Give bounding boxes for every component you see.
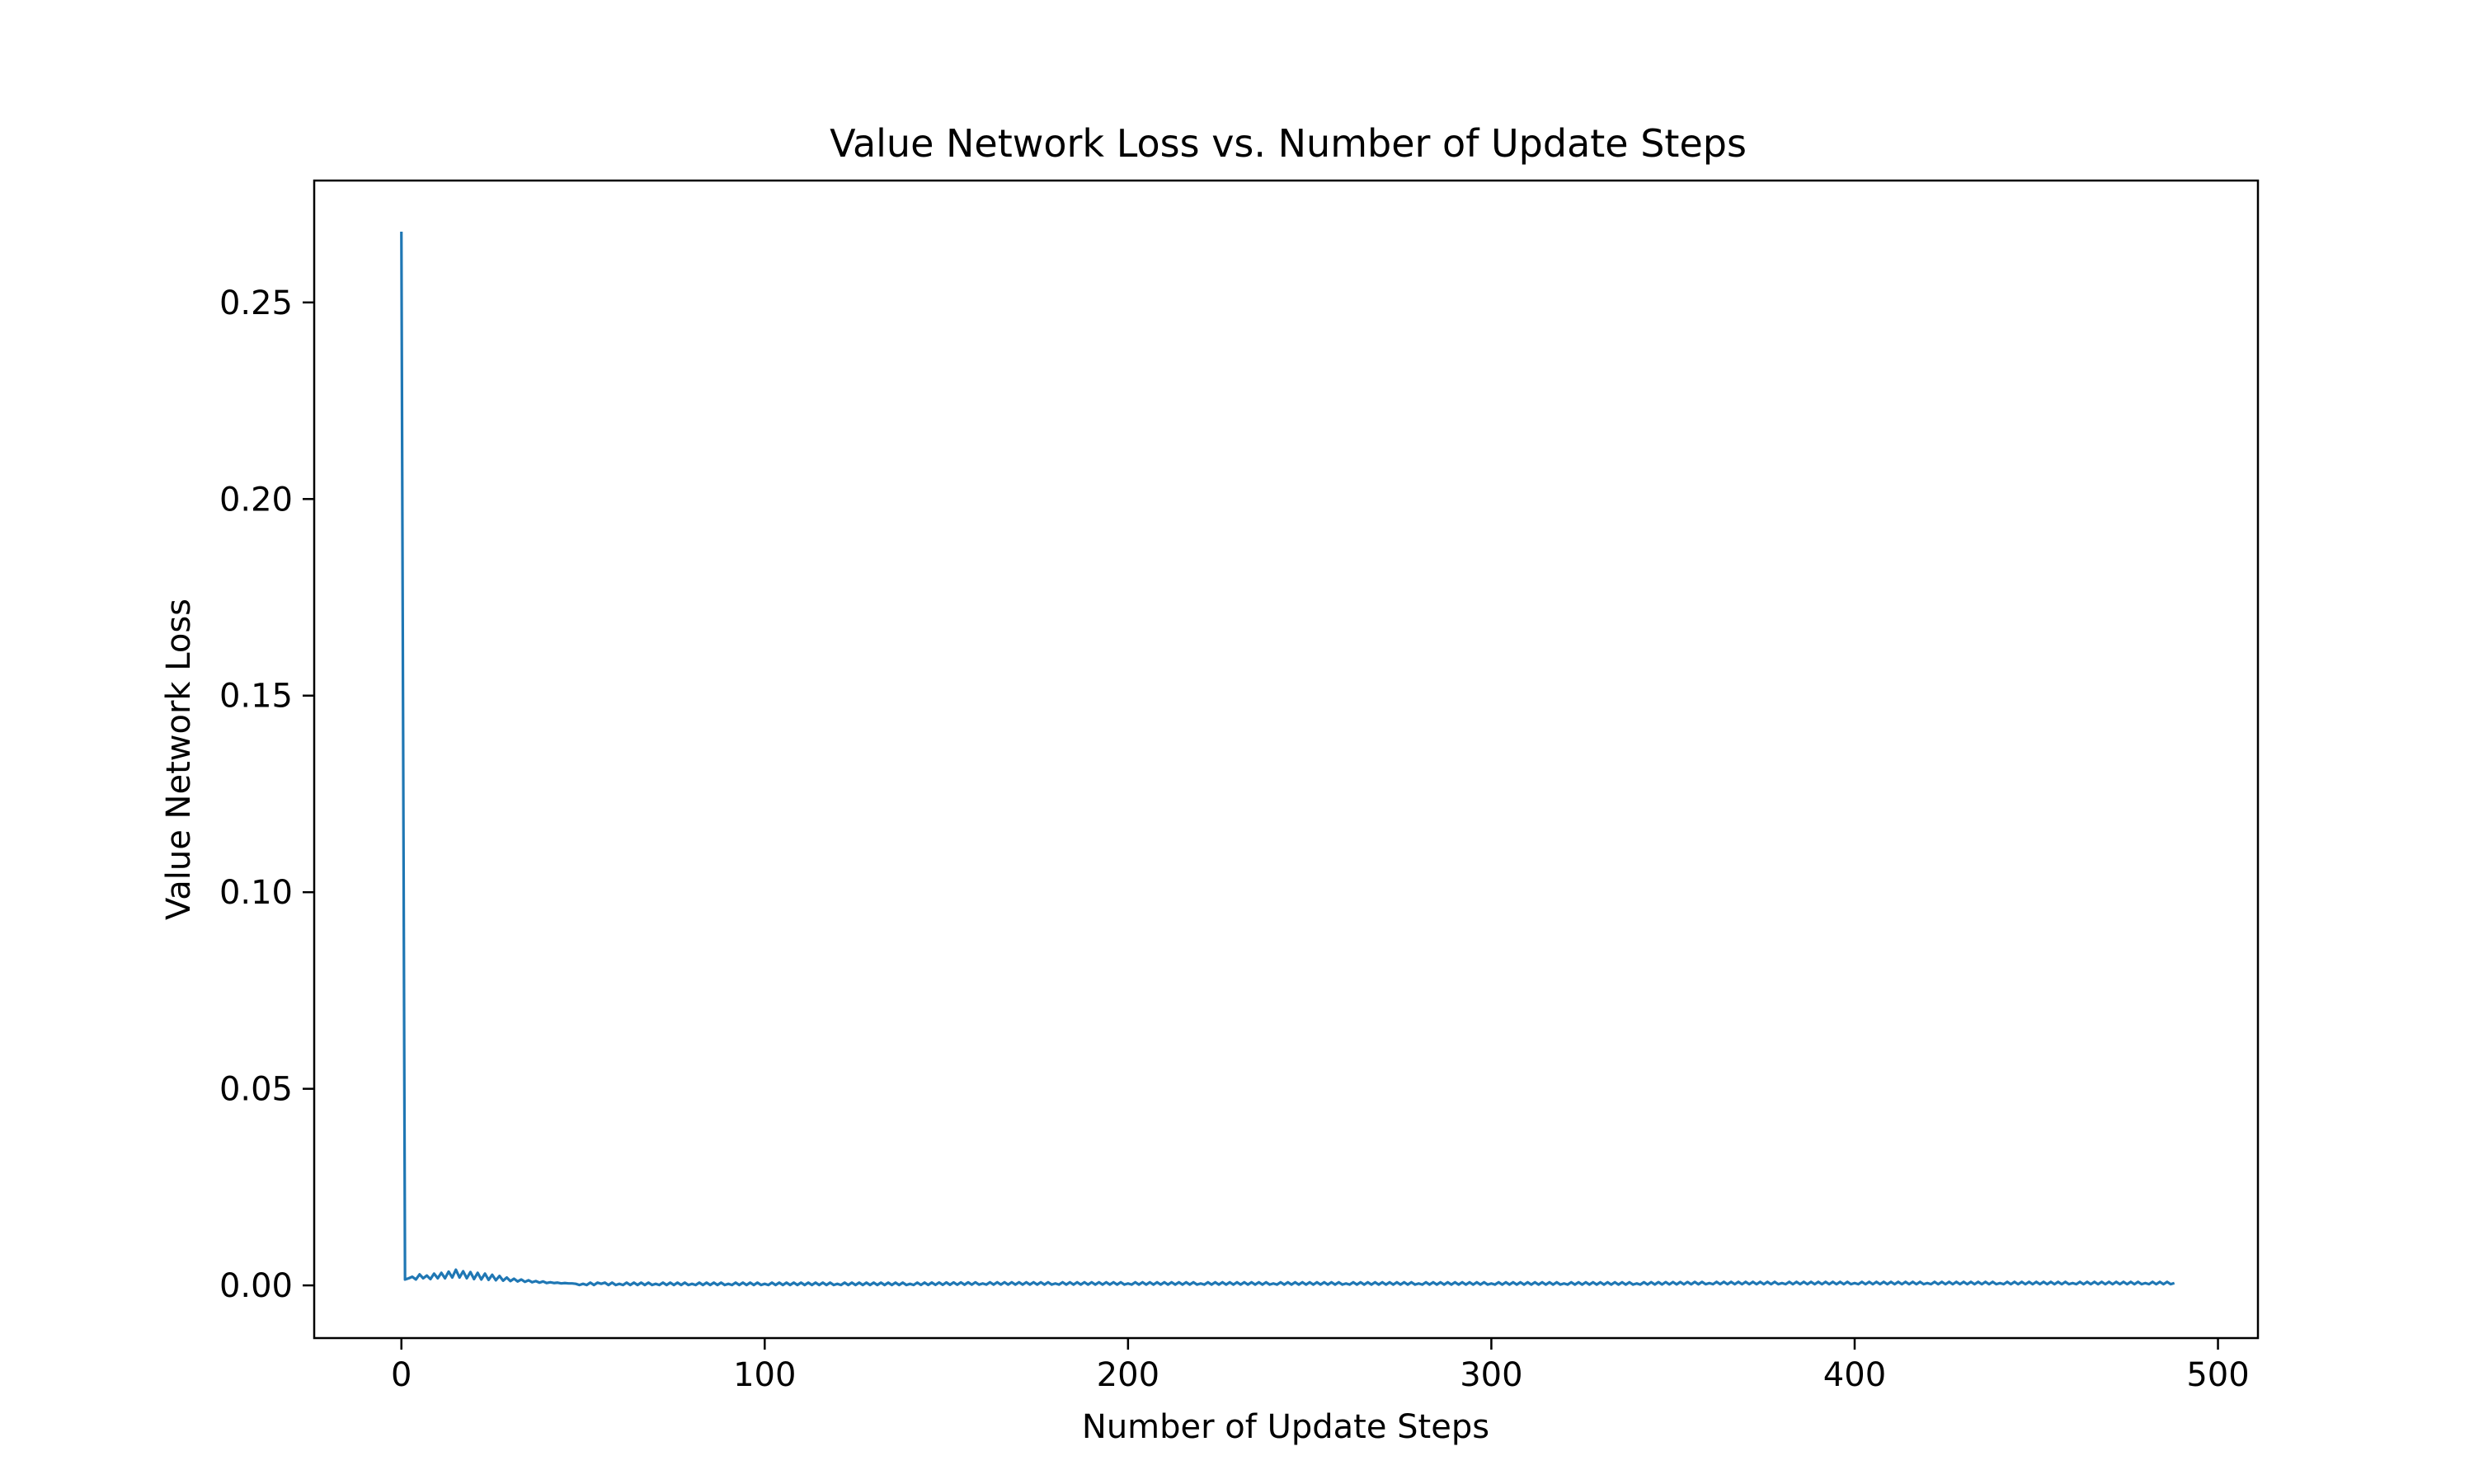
plot-frame: [313, 179, 2260, 1340]
x-tick-label: 200: [1097, 1356, 1159, 1394]
x-axis-label: Number of Update Steps: [1082, 1408, 1489, 1446]
y-axis-ticks: 0.00 0.05 0.10 0.15 0.20 0.25: [219, 284, 314, 1305]
x-tick-label: 0: [391, 1356, 412, 1394]
y-tick-label: 0.00: [219, 1267, 293, 1305]
x-axis-ticks: 0 100 200 300 400 500: [391, 1338, 2250, 1394]
chart-title: Value Network Loss vs. Number of Update …: [830, 121, 1747, 166]
x-tick-label: 300: [1460, 1356, 1522, 1394]
y-tick-label: 0.10: [219, 874, 293, 912]
plot-area: [400, 231, 2175, 1287]
loss-series-line: [400, 231, 2175, 1287]
x-tick-label: 500: [2186, 1356, 2249, 1394]
y-tick-label: 0.25: [219, 284, 293, 322]
y-tick-label: 0.05: [219, 1071, 293, 1109]
x-tick-label: 400: [1823, 1356, 1886, 1394]
y-tick-label: 0.20: [219, 481, 293, 519]
y-tick-label: 0.15: [219, 678, 293, 716]
x-tick-label: 100: [733, 1356, 796, 1394]
y-axis-label: Value Network Loss: [160, 599, 198, 920]
